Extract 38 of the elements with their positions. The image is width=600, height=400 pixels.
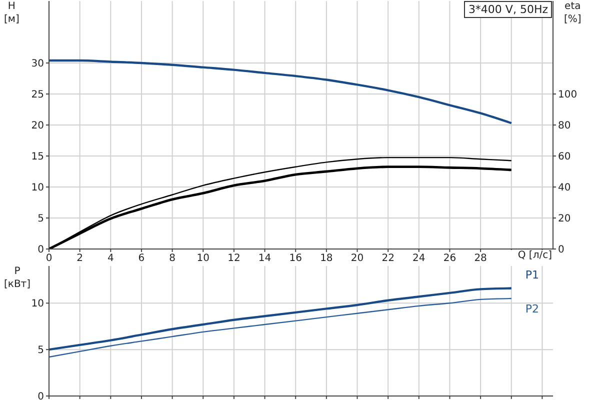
x-tick-label: 4 bbox=[107, 253, 114, 264]
x-tick-label: 10 bbox=[196, 253, 210, 264]
y-tick-label: 0 bbox=[38, 392, 44, 400]
x-tick-label: 18 bbox=[320, 253, 333, 264]
y2-tick-label: 40 bbox=[558, 182, 571, 194]
x-tick-label: 20 bbox=[350, 253, 364, 264]
y-tick-label: 20 bbox=[31, 120, 44, 132]
y2-tick-label: 60 bbox=[558, 152, 571, 163]
y-tick-label: 15 bbox=[31, 152, 44, 163]
y2-tick-label: 0 bbox=[558, 244, 564, 256]
y-axis-title: P [кВт] bbox=[4, 265, 31, 291]
x-tick-label: 0 bbox=[46, 253, 52, 264]
series-label: P2 bbox=[525, 302, 540, 316]
x-tick-label: 6 bbox=[138, 253, 145, 264]
y-tick-label: 30 bbox=[31, 58, 44, 70]
y-tick-label: 5 bbox=[38, 345, 44, 356]
series-label: P1 bbox=[525, 268, 540, 282]
chart-title: 3*400 V, 50Hz bbox=[464, 1, 552, 18]
y-tick-label: 10 bbox=[31, 182, 44, 194]
x-axis-title: Q [л/с] bbox=[504, 250, 552, 261]
x-tick-label: 14 bbox=[258, 253, 272, 264]
x-tick-label: 22 bbox=[382, 253, 394, 264]
y-tick-label: 5 bbox=[38, 214, 44, 225]
x-tick-label: 12 bbox=[228, 253, 240, 264]
y-tick-label: 25 bbox=[31, 90, 44, 101]
y-tick-label: 0 bbox=[38, 244, 44, 256]
y-tick-label: 10 bbox=[31, 298, 44, 310]
y2-tick-label: 20 bbox=[558, 214, 571, 225]
y2-tick-label: 100 bbox=[558, 90, 578, 101]
y2-axis-title: eta [%] bbox=[564, 0, 582, 26]
x-tick-label: 24 bbox=[412, 253, 426, 264]
x-tick-label: 8 bbox=[169, 253, 176, 264]
x-tick-label: 28 bbox=[474, 253, 487, 264]
x-tick-label: 2 bbox=[76, 253, 84, 264]
x-tick-label: 26 bbox=[443, 253, 456, 264]
y-axis-title: H [м] bbox=[4, 0, 20, 26]
x-tick-label: 16 bbox=[289, 253, 302, 264]
y2-tick-label: 80 bbox=[558, 120, 571, 132]
